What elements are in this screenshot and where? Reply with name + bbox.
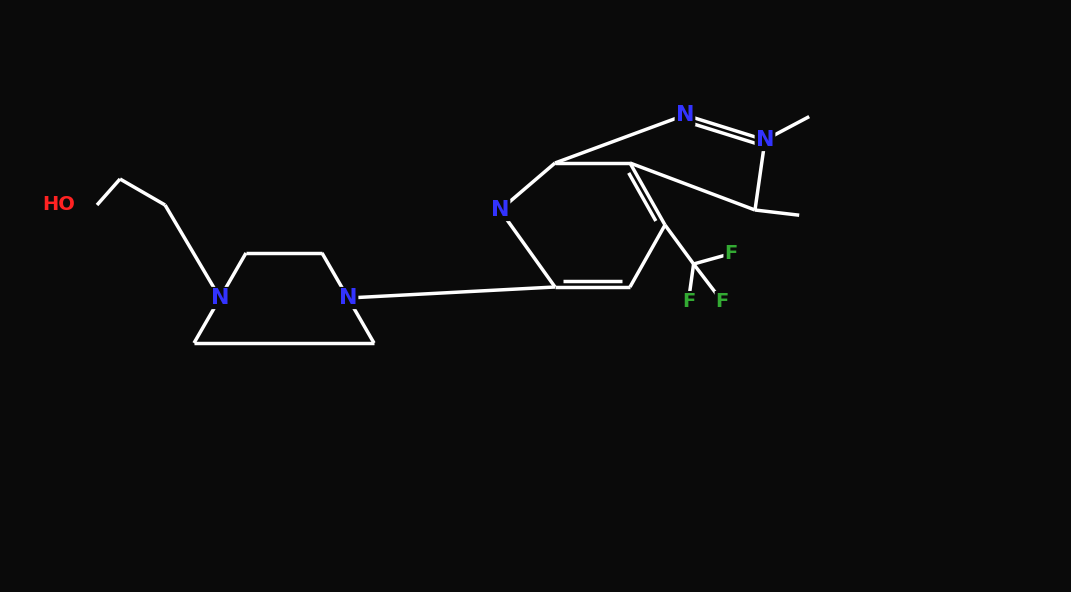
Text: N: N — [676, 105, 694, 125]
Text: N: N — [756, 130, 774, 150]
Text: HO: HO — [42, 195, 75, 214]
Text: N: N — [338, 288, 358, 308]
Text: F: F — [682, 292, 695, 311]
Text: N: N — [491, 200, 509, 220]
Text: F: F — [724, 244, 738, 263]
Text: F: F — [715, 292, 729, 311]
Text: N: N — [211, 288, 229, 308]
